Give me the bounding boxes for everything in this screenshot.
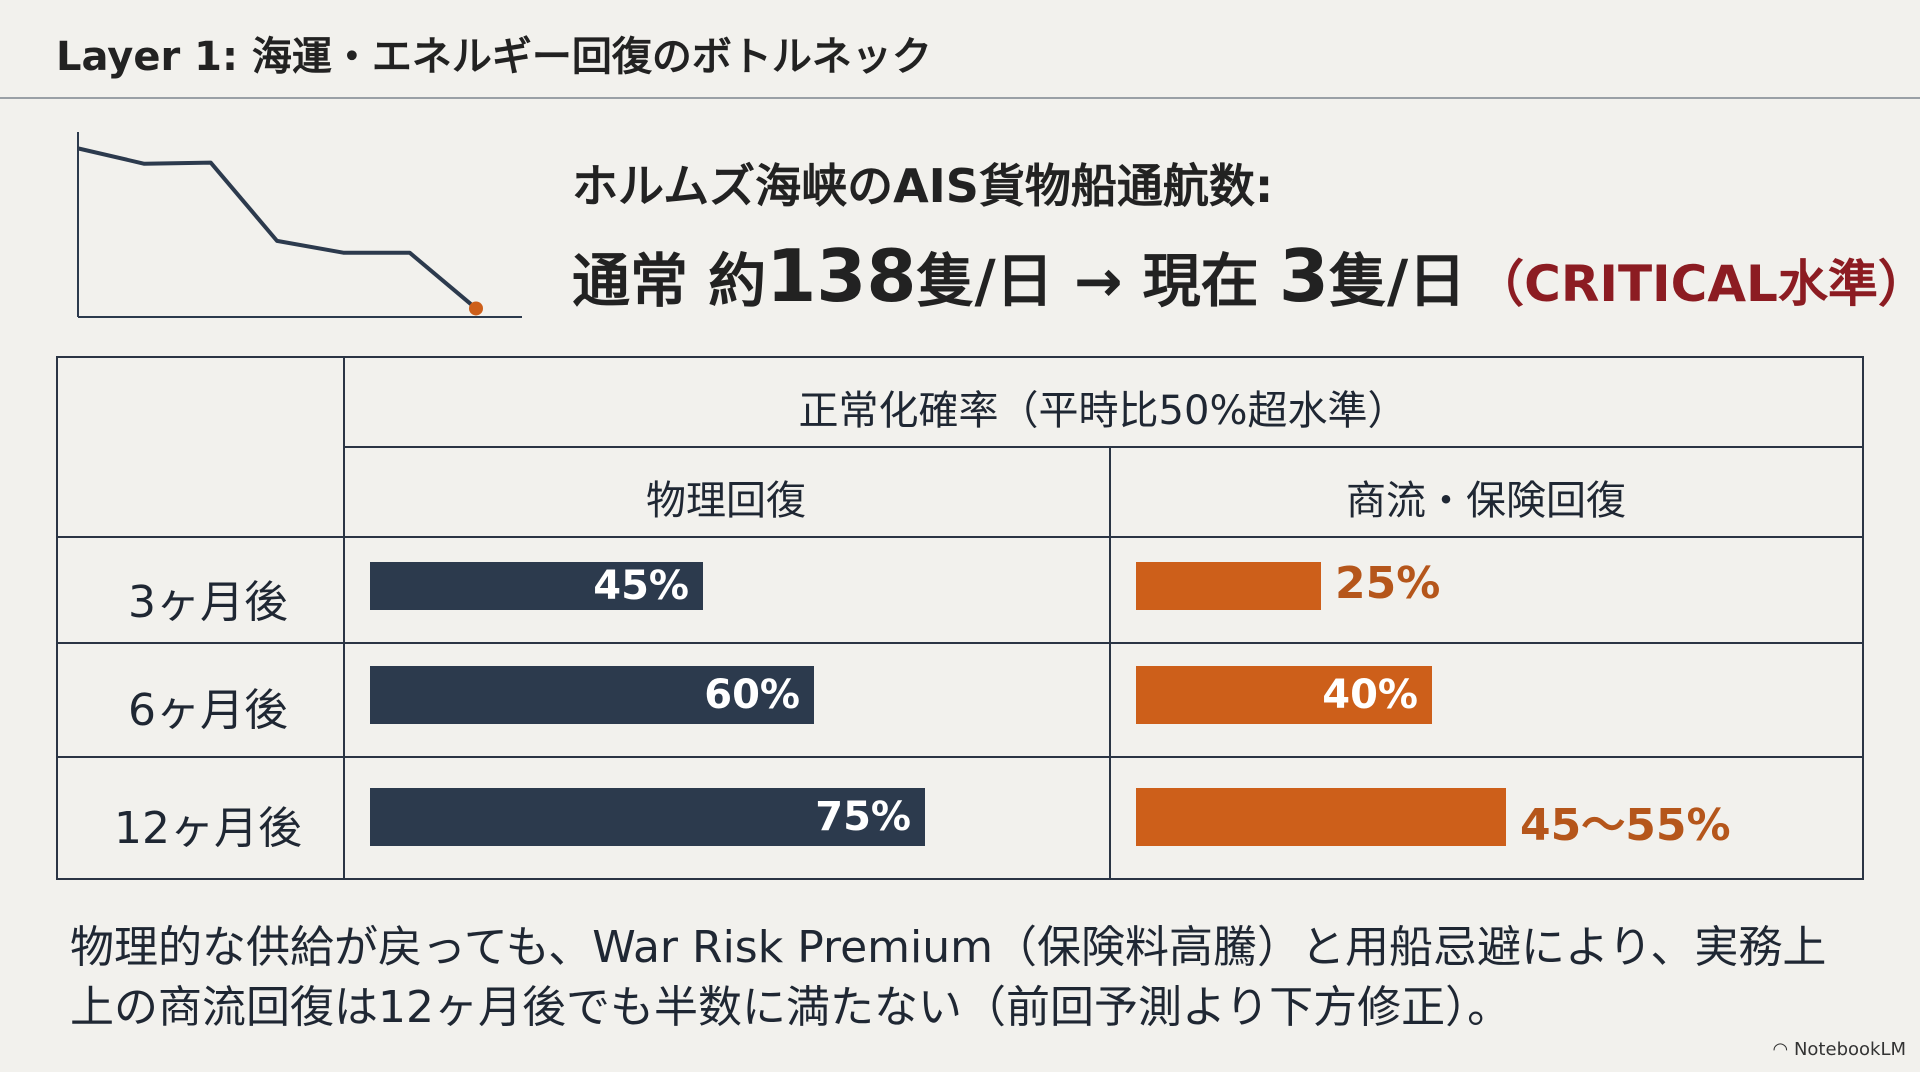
critical-badge: （CRITICAL水準） [1474,255,1920,313]
headline-unit-1: 隻/日 → 現在 [916,247,1279,315]
physical-bar-6ヶ月後: 60% [370,666,814,724]
commercial-bar-6ヶ月後: 40% [1136,666,1432,724]
row-label-6m: 6ヶ月後 [128,685,288,736]
col-divider-2 [1109,446,1111,878]
row-label-12m: 12ヶ月後 [114,803,302,854]
headline-unit-2: 隻/日 [1328,247,1467,315]
commercial-bar-12ヶ月後 [1136,788,1506,846]
physical-bar-12ヶ月後: 75% [370,788,925,846]
current-value: 3 [1278,234,1329,318]
row-divider-header-2 [58,536,1862,538]
brand-watermark: ◠ NotebookLM [1773,1039,1906,1060]
commercial-bar-3ヶ月後 [1136,562,1321,610]
commercial-value-label: 25% [1335,558,1441,609]
brand-label: NotebookLM [1793,1039,1906,1060]
brand-icon: ◠ [1772,1039,1794,1060]
physical-value-label: 45% [593,563,689,609]
physical-value-label: 60% [704,672,800,718]
headline-value: 通常 約138隻/日 → 現在 3隻/日 （CRITICAL水準） [572,234,1920,318]
column-header-commercial: 商流・保険回復 [1346,478,1626,524]
footnote-text: 物理的な供給が戻っても、War Risk Premium（保険料高騰）と用船忌避… [70,922,1827,1033]
transit-sparkline [77,132,522,318]
row-divider-1 [58,642,1862,644]
header-bar: Layer 1: 海運・エネルギー回復のボトルネック [0,0,1920,99]
physical-value-label: 75% [815,794,911,840]
row-divider-2 [58,756,1862,758]
row-divider-header-1 [343,446,1862,448]
physical-bar-3ヶ月後: 45% [370,562,703,610]
column-header-physical: 物理回復 [646,478,806,524]
sparkline-current-point [469,301,483,316]
page-title: Layer 1: 海運・エネルギー回復のボトルネック [56,34,932,80]
sparkline-series [77,146,478,310]
normal-value: 138 [766,234,917,318]
recovery-probability-table: 正常化確率（平時比50%超水準） 物理回復 商流・保険回復 3ヶ月後 6ヶ月後 … [56,356,1864,880]
commercial-value-label: 40% [1322,672,1418,718]
row-label-3m: 3ヶ月後 [128,577,288,628]
headline-block: ホルムズ海峡のAIS貨物船通航数: 通常 約138隻/日 → 現在 3隻/日 （C… [572,150,1920,318]
table-title: 正常化確率（平時比50%超水準） [798,388,1408,434]
col-divider-1 [343,358,345,878]
headline-prefix: 通常 約 [572,247,767,315]
commercial-value-label: 45〜55% [1520,800,1731,851]
headline-label: ホルムズ海峡のAIS貨物船通航数: [572,159,1274,213]
